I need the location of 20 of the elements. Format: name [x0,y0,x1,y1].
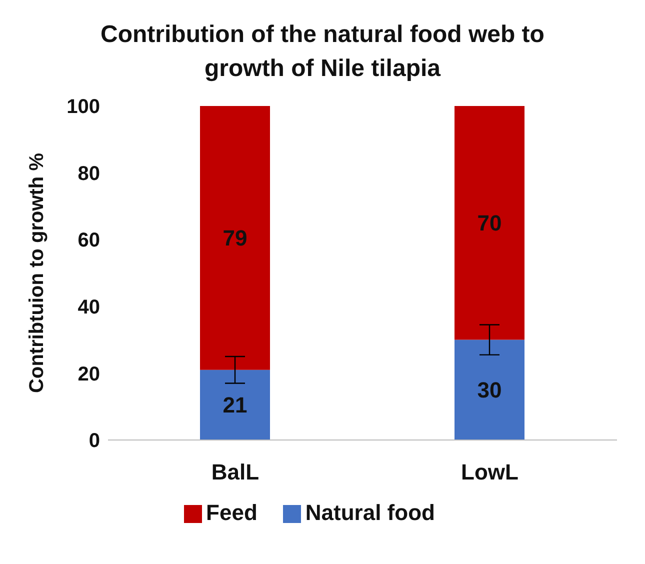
data-label: 21 [222,392,248,418]
y-tick-label: 0 [88,430,100,452]
bar [454,106,524,340]
x-tick-label: LowL [461,460,518,485]
y-tick-label: 80 [78,162,100,185]
bar [200,106,270,370]
data-label: 30 [477,378,502,403]
data-label: 79 [222,226,248,251]
y-tick-label: 40 [78,296,100,318]
y-tick-label: 20 [78,363,100,386]
y-tick-label: 100 [66,96,100,118]
legend-label: Natural food [305,500,435,525]
x-tick-label: BalL [211,460,260,485]
y-axis-title: Contribtuion to growth % [26,152,48,393]
bar [200,370,270,440]
y-tick-label: 60 [78,230,100,252]
data-label: 70 [477,210,502,236]
chart-title: Contribution of the natural food web to growth of Nile tilapia [100,20,546,84]
legend-label: Feed [206,500,258,525]
bar [454,340,524,440]
